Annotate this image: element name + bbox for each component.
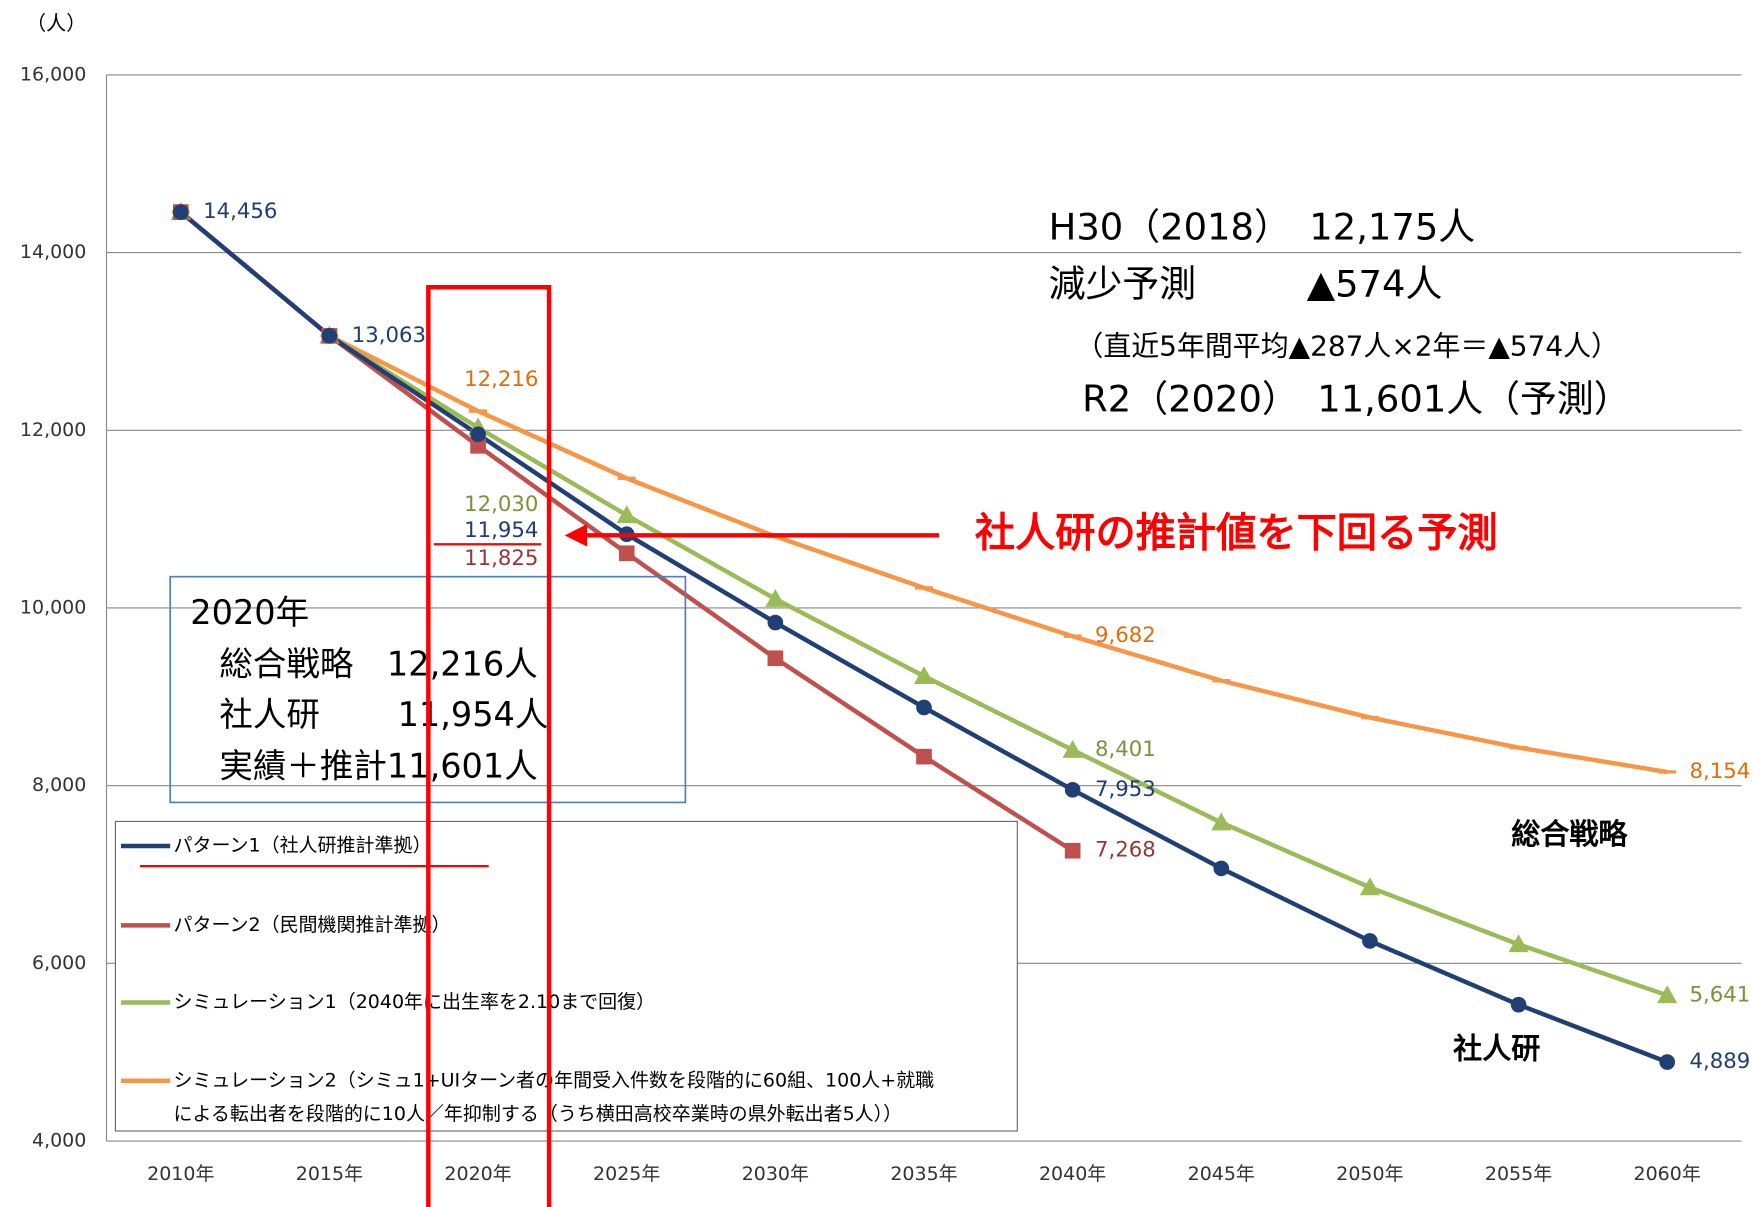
annotation: 減少予測 ▲574人 xyxy=(1049,263,1443,306)
marker xyxy=(1362,933,1378,949)
y-tick-label: 8,000 xyxy=(32,774,86,796)
x-tick-label: 2020年 xyxy=(444,1163,511,1185)
marker xyxy=(470,437,486,454)
arrow-head xyxy=(564,524,588,547)
y-axis-label: （人） xyxy=(26,11,86,35)
x-tick-label: 2010年 xyxy=(147,1163,214,1185)
marker xyxy=(1659,1054,1676,1070)
marker xyxy=(172,204,189,220)
marker xyxy=(1359,877,1380,896)
line-label: 社人研 xyxy=(1453,1032,1540,1066)
annotation: R2（2020） 11,601人（予測） xyxy=(1082,378,1631,421)
marker xyxy=(767,614,784,631)
marker xyxy=(321,328,338,344)
marker xyxy=(767,650,784,667)
x-tick-label: 2050年 xyxy=(1336,1163,1403,1185)
data-label: 11,954 xyxy=(464,518,538,543)
marker xyxy=(913,666,935,684)
marker xyxy=(470,426,486,443)
data-label: 11,825 xyxy=(464,546,538,571)
marker xyxy=(618,545,635,562)
marker xyxy=(1064,782,1081,798)
marker xyxy=(916,748,932,765)
box-text: 実績＋推計11,601人 xyxy=(219,746,537,785)
x-tick-label: 2030年 xyxy=(742,1163,809,1185)
y-tick-label: 12,000 xyxy=(20,419,86,441)
data-label: 8,154 xyxy=(1690,759,1751,784)
x-tick-label: 2060年 xyxy=(1634,1163,1701,1185)
legend-label: パターン2（民間機関推計準拠） xyxy=(174,914,451,936)
y-tick-label: 14,000 xyxy=(20,241,86,263)
annotation: H30（2018） 12,175人 xyxy=(1049,206,1476,249)
data-label: 7,953 xyxy=(1095,777,1156,802)
marker xyxy=(1064,842,1081,859)
marker xyxy=(1211,812,1232,831)
y-tick-label: 4,000 xyxy=(32,1130,86,1152)
x-tick-label: 2035年 xyxy=(890,1163,957,1185)
x-tick-label: 2045年 xyxy=(1188,1163,1255,1185)
marker xyxy=(1508,934,1529,953)
legend-label: シミュレーション1（2040年に出生率を2.10まで回復） xyxy=(174,991,656,1013)
y-tick-label: 10,000 xyxy=(20,596,86,618)
data-label: 12,030 xyxy=(464,492,538,517)
data-label: 12,216 xyxy=(464,367,538,392)
y-tick-label: 6,000 xyxy=(32,952,86,974)
y-tick-label: 16,000 xyxy=(20,63,86,85)
data-label: 5,641 xyxy=(1690,982,1751,1007)
arrow-text: 社人研の推計値を下回る予測 xyxy=(975,510,1498,556)
legend xyxy=(114,820,1018,1132)
marker xyxy=(1062,739,1083,758)
marker xyxy=(1657,985,1678,1004)
annotation: （直近5年間平均▲287人×2年＝▲574人） xyxy=(1075,330,1619,363)
highlight-box xyxy=(426,284,552,1207)
marker xyxy=(765,588,786,607)
data-label: 8,401 xyxy=(1095,737,1156,762)
data-label: 9,682 xyxy=(1095,623,1156,648)
data-label: 7,268 xyxy=(1095,838,1156,863)
box-text: 社人研 11,954人 xyxy=(219,695,548,734)
x-tick-label: 2025年 xyxy=(593,1163,660,1185)
data-label: 13,063 xyxy=(352,323,426,348)
marker xyxy=(916,699,932,716)
box-text: 2020年 xyxy=(190,593,309,632)
data-label: 14,456 xyxy=(203,199,277,224)
legend-label: シミュレーション2（シミュ1+UIターン者の年間受入件数を段階的に60組、100… xyxy=(174,1069,935,1125)
data-label: 4,889 xyxy=(1690,1049,1751,1074)
line-label: 総合戦略 xyxy=(1511,817,1628,851)
x-tick-label: 2040年 xyxy=(1039,1163,1106,1185)
x-tick-label: 2015年 xyxy=(296,1163,363,1185)
box-text: 総合戦略 12,216人 xyxy=(219,645,537,684)
marker xyxy=(616,505,637,524)
marker xyxy=(1213,860,1230,877)
marker xyxy=(1510,996,1527,1013)
legend-label: パターン1（社人研推計準拠） xyxy=(174,835,432,857)
x-tick-label: 2055年 xyxy=(1485,1163,1552,1185)
